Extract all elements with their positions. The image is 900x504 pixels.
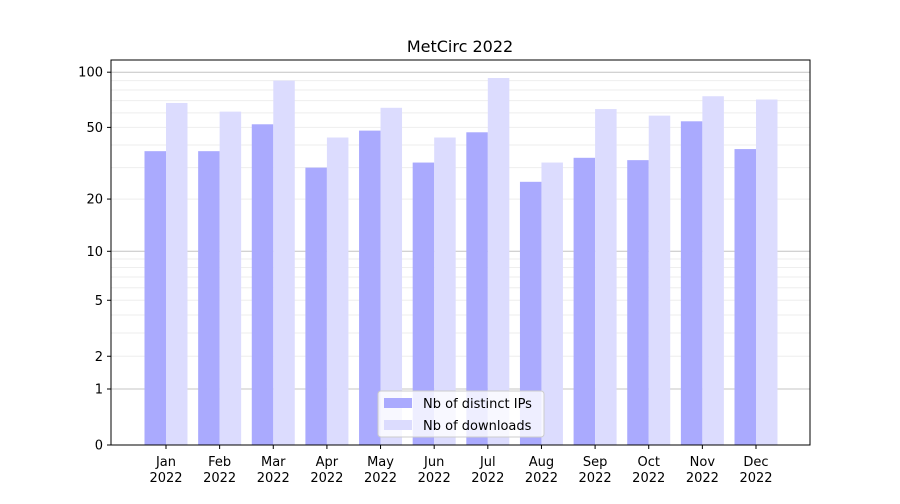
bar-downloads	[166, 102, 188, 446]
legend: Nb of distinct IPs Nb of downloads	[377, 390, 545, 438]
x-tick-label: May	[367, 455, 394, 470]
x-tick-label: Feb	[208, 455, 231, 470]
bar-distinct-ips	[412, 162, 435, 446]
x-axis: Jan2022Feb2022Mar2022Apr2022May2022Jun20…	[149, 445, 773, 486]
y-tick-label: 10	[86, 245, 103, 260]
bar-distinct-ips	[359, 130, 381, 445]
y-tick-label: 100	[78, 66, 103, 81]
x-tick-label: 2022	[310, 471, 343, 486]
bar-downloads	[326, 137, 349, 445]
x-tick-label: 2022	[149, 471, 182, 486]
bars	[144, 77, 778, 446]
x-tick-label: 2022	[471, 471, 504, 486]
y-axis: 0 1 2 5 10 20 50 100	[78, 66, 111, 454]
x-tick-label: 2022	[525, 471, 558, 486]
bar-downloads	[380, 107, 403, 445]
bar-downloads	[595, 109, 617, 445]
y-tick-label: 50	[86, 121, 103, 136]
bar-downloads	[219, 111, 242, 445]
bar-downloads	[541, 162, 563, 446]
bar-downloads	[434, 137, 456, 445]
bar-distinct-ips	[680, 121, 703, 445]
legend-label-ips: Nb of distinct IPs	[423, 397, 532, 412]
legend-label-downloads: Nb of downloads	[423, 419, 532, 434]
bar-distinct-ips	[251, 124, 274, 445]
x-tick-label: 2022	[418, 471, 451, 486]
x-tick-label: Aug	[529, 455, 554, 470]
bar-downloads	[702, 96, 724, 446]
y-tick-label: 5	[95, 294, 103, 309]
x-tick-label: Apr	[316, 455, 339, 470]
chart-title: MetCirc 2022	[407, 37, 513, 56]
bar-distinct-ips	[305, 167, 327, 445]
bar-distinct-ips	[198, 151, 220, 445]
x-tick-label: Sep	[583, 455, 608, 470]
y-tick-label: 20	[86, 193, 103, 208]
y-tick-label: 1	[95, 383, 103, 398]
bar-distinct-ips	[466, 132, 488, 445]
x-tick-label: Jun	[423, 455, 444, 470]
bar-downloads	[648, 115, 671, 446]
x-tick-label: Nov	[690, 455, 716, 470]
x-tick-label: 2022	[203, 471, 236, 486]
bar-distinct-ips	[627, 160, 649, 445]
legend-box	[377, 390, 545, 438]
bar-downloads	[487, 77, 510, 445]
bar-distinct-ips	[144, 151, 166, 445]
x-tick-label: 2022	[579, 471, 612, 486]
x-tick-label: Oct	[637, 455, 659, 470]
bar-downloads	[273, 80, 295, 446]
x-tick-label: Jul	[479, 455, 496, 470]
bar-distinct-ips	[519, 181, 542, 446]
legend-swatch-ips	[384, 398, 412, 408]
x-tick-label: Jan	[155, 455, 176, 470]
bar-distinct-ips	[573, 157, 596, 445]
x-tick-label: 2022	[686, 471, 719, 486]
axes-frame	[110, 59, 811, 446]
legend-swatch-downloads	[384, 420, 412, 430]
x-tick-label: 2022	[257, 471, 290, 486]
bar-distinct-ips	[734, 149, 756, 445]
x-tick-label: Dec	[743, 455, 768, 470]
y-tick-label: 2	[95, 350, 103, 365]
y-tick-label: 0	[95, 439, 103, 454]
x-tick-label: Mar	[261, 455, 286, 470]
bar-downloads	[756, 99, 778, 445]
x-tick-label: 2022	[364, 471, 397, 486]
x-tick-label: 2022	[632, 471, 665, 486]
x-tick-label: 2022	[739, 471, 772, 486]
